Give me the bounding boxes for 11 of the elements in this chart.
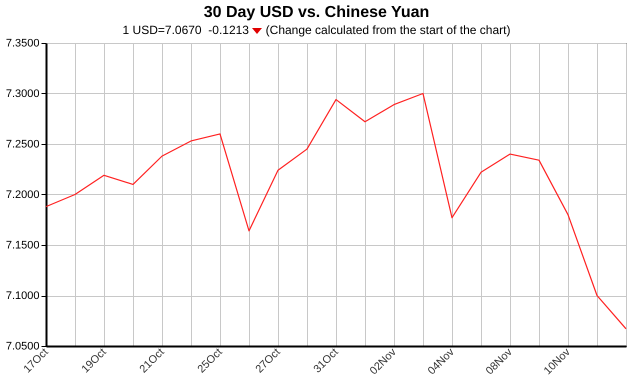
- y-tick-label: 7.1000: [6, 290, 40, 302]
- chart-title: 30 Day USD vs. Chinese Yuan: [202, 4, 430, 22]
- line-series: [45, 92, 627, 330]
- y-tick-label: 7.3500: [6, 38, 40, 50]
- y-tick-label: 7.3000: [6, 88, 40, 100]
- y-tick-label: 7.1500: [6, 240, 40, 252]
- y-tick-label: 7.2500: [6, 138, 40, 150]
- chart-subtitle: 1 USD=7.0670 -0.1213: [122, 23, 249, 37]
- text: (Change calculated from the start of the chart): [266, 23, 510, 37]
- y-tick-label: 7.0500: [6, 340, 40, 352]
- y-tick-label: 7.2000: [6, 189, 40, 201]
